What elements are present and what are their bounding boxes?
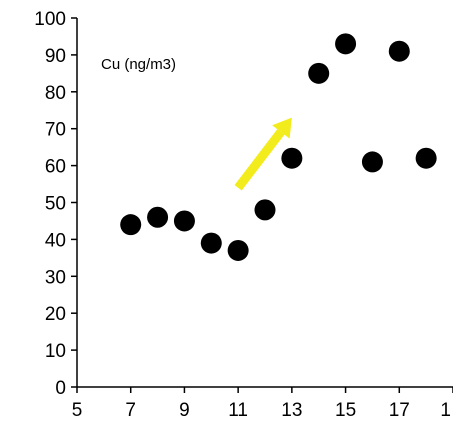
- data-point: [388, 40, 410, 62]
- y-tick-label: 70: [45, 120, 66, 141]
- y-tick-label: 100: [34, 9, 66, 30]
- data-point: [335, 33, 357, 55]
- trend-arrow: [234, 117, 292, 191]
- y-tick-label: 30: [45, 267, 66, 288]
- trend-arrow-head: [272, 117, 292, 139]
- series-annotation-label: Cu (ng/m3): [101, 56, 176, 73]
- trend-arrow-shaft: [234, 129, 285, 191]
- data-point: [147, 206, 169, 228]
- y-tick-label: 0: [55, 378, 66, 399]
- data-points: [120, 33, 437, 261]
- data-point: [200, 232, 222, 254]
- data-point: [254, 199, 276, 221]
- y-axis-ticks: 0 10 20 30 40 50 60 70 80 90 100: [34, 9, 77, 399]
- y-tick-label: 90: [45, 46, 66, 67]
- x-tick-label: 9: [179, 400, 190, 421]
- x-tick-label: 1: [440, 400, 451, 421]
- y-tick-label: 10: [45, 341, 66, 362]
- data-point: [173, 210, 195, 232]
- y-tick-label: 20: [45, 304, 66, 325]
- x-tick-label: 7: [125, 400, 136, 421]
- x-tick-label: 15: [335, 400, 356, 421]
- x-tick-label: 5: [72, 400, 83, 421]
- data-point: [308, 62, 330, 84]
- x-axis-ticks: 5 7 9 11 13 15 17 1: [72, 387, 453, 421]
- data-point: [120, 214, 142, 236]
- data-point: [361, 151, 383, 173]
- y-tick-label: 60: [45, 157, 66, 178]
- y-tick-label: 50: [45, 194, 66, 215]
- data-point: [415, 147, 437, 169]
- data-point: [281, 147, 303, 169]
- y-tick-label: 40: [45, 230, 66, 251]
- data-point: [227, 239, 249, 261]
- y-tick-label: 80: [45, 83, 66, 104]
- x-tick-label: 11: [228, 400, 248, 421]
- x-tick-label: 17: [389, 400, 410, 421]
- x-tick-label: 13: [281, 400, 302, 421]
